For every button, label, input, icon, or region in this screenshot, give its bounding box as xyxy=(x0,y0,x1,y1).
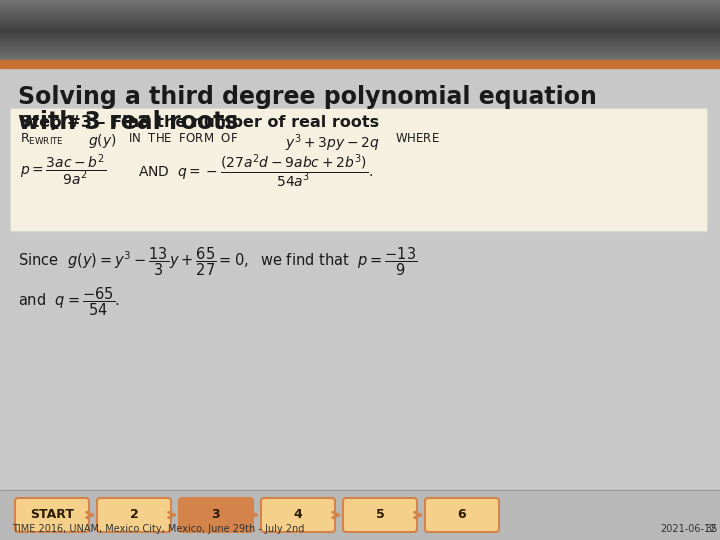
Bar xyxy=(0,22,720,23)
Bar xyxy=(0,36,720,37)
FancyBboxPatch shape xyxy=(425,498,499,532)
Bar xyxy=(0,30,720,31)
Text: $\mathrm{IN\ \ THE\ \ FORM\ \ OF}$: $\mathrm{IN\ \ THE\ \ FORM\ \ OF}$ xyxy=(128,132,238,145)
Bar xyxy=(0,35,720,36)
Text: 3: 3 xyxy=(212,509,220,522)
Bar xyxy=(0,21,720,22)
FancyBboxPatch shape xyxy=(97,498,171,532)
FancyBboxPatch shape xyxy=(10,108,708,232)
Bar xyxy=(0,15,720,16)
FancyBboxPatch shape xyxy=(15,498,89,532)
Bar xyxy=(0,9,720,10)
Text: 2021-06-12: 2021-06-12 xyxy=(660,524,716,534)
Bar xyxy=(0,43,720,44)
Text: 5: 5 xyxy=(376,509,384,522)
Bar xyxy=(0,45,720,46)
Bar xyxy=(0,2,720,3)
FancyBboxPatch shape xyxy=(261,498,335,532)
Text: TIME 2016, UNAM, Mexico City, Mexico, June 29th - July 2nd: TIME 2016, UNAM, Mexico City, Mexico, Ju… xyxy=(12,524,305,534)
Bar xyxy=(0,53,720,54)
Bar xyxy=(0,8,720,9)
Bar xyxy=(0,58,720,59)
Bar xyxy=(0,28,720,29)
Bar xyxy=(0,29,720,30)
Bar xyxy=(0,27,720,28)
Bar xyxy=(0,31,720,32)
Bar xyxy=(0,32,720,33)
Bar xyxy=(0,5,720,6)
Bar xyxy=(0,12,720,13)
Text: 35: 35 xyxy=(705,524,717,534)
Bar xyxy=(0,46,720,47)
Bar xyxy=(0,44,720,45)
Text: $p=\dfrac{3ac-b^2}{9a^2}$: $p=\dfrac{3ac-b^2}{9a^2}$ xyxy=(20,152,107,187)
FancyBboxPatch shape xyxy=(179,498,253,532)
Bar xyxy=(0,56,720,57)
Text: Since $\ g(y)=y^3-\dfrac{13}{3}y+\dfrac{65}{27}=0,\ $ we find that $\ p=\dfrac{-: Since $\ g(y)=y^3-\dfrac{13}{3}y+\dfrac{… xyxy=(18,245,418,278)
Bar xyxy=(0,17,720,18)
Bar xyxy=(0,19,720,20)
Bar xyxy=(0,13,720,14)
Text: START: START xyxy=(30,509,74,522)
Text: Solving a third degree polynomial equation: Solving a third degree polynomial equati… xyxy=(18,85,597,109)
Bar xyxy=(0,7,720,8)
Bar xyxy=(0,68,720,490)
Bar xyxy=(0,4,720,5)
Bar xyxy=(0,52,720,53)
Bar xyxy=(0,34,720,35)
Text: 4: 4 xyxy=(294,509,302,522)
Text: $\mathrm{R}_{\mathrm{EWRITE}}$: $\mathrm{R}_{\mathrm{EWRITE}}$ xyxy=(20,132,64,147)
Bar xyxy=(0,38,720,39)
Bar xyxy=(0,0,720,1)
Bar xyxy=(0,60,720,68)
Bar xyxy=(0,26,720,27)
Text: $\mathrm{AND}\ \ q=-\dfrac{(27a^2d-9abc+2b^3)}{54a^3}.$: $\mathrm{AND}\ \ q=-\dfrac{(27a^2d-9abc+… xyxy=(138,152,373,190)
Text: and $\ q=\dfrac{-65}{54}.$: and $\ q=\dfrac{-65}{54}.$ xyxy=(18,285,120,318)
Bar xyxy=(0,3,720,4)
Bar xyxy=(0,23,720,24)
Bar xyxy=(0,55,720,56)
Bar xyxy=(0,20,720,21)
Bar xyxy=(0,11,720,12)
Bar xyxy=(0,33,720,34)
Bar xyxy=(0,14,720,15)
Text: 6: 6 xyxy=(458,509,467,522)
Text: $\mathrm{WHERE}$: $\mathrm{WHERE}$ xyxy=(395,132,440,145)
Bar xyxy=(0,51,720,52)
Bar xyxy=(0,16,720,17)
Bar xyxy=(0,50,720,51)
Bar xyxy=(0,59,720,60)
Bar xyxy=(0,48,720,49)
Bar xyxy=(0,24,720,25)
Bar xyxy=(0,490,720,540)
Text: $g(y)$: $g(y)$ xyxy=(88,132,117,150)
Bar xyxy=(0,49,720,50)
Bar xyxy=(0,47,720,48)
Bar xyxy=(0,57,720,58)
Bar xyxy=(0,37,720,38)
Bar xyxy=(0,18,720,19)
Bar xyxy=(0,40,720,41)
Text: with 3 real roots: with 3 real roots xyxy=(18,110,238,134)
Bar xyxy=(0,0,720,60)
Bar xyxy=(0,41,720,42)
Bar xyxy=(0,6,720,7)
Text: Step #3 – Find the number of real roots: Step #3 – Find the number of real roots xyxy=(20,115,379,130)
Bar xyxy=(0,10,720,11)
Bar xyxy=(0,25,720,26)
Bar xyxy=(0,1,720,2)
Text: 2: 2 xyxy=(130,509,138,522)
Bar xyxy=(0,39,720,40)
Bar xyxy=(0,42,720,43)
Text: $y^3+3py-2q$: $y^3+3py-2q$ xyxy=(285,132,380,153)
FancyBboxPatch shape xyxy=(343,498,417,532)
Bar xyxy=(0,54,720,55)
